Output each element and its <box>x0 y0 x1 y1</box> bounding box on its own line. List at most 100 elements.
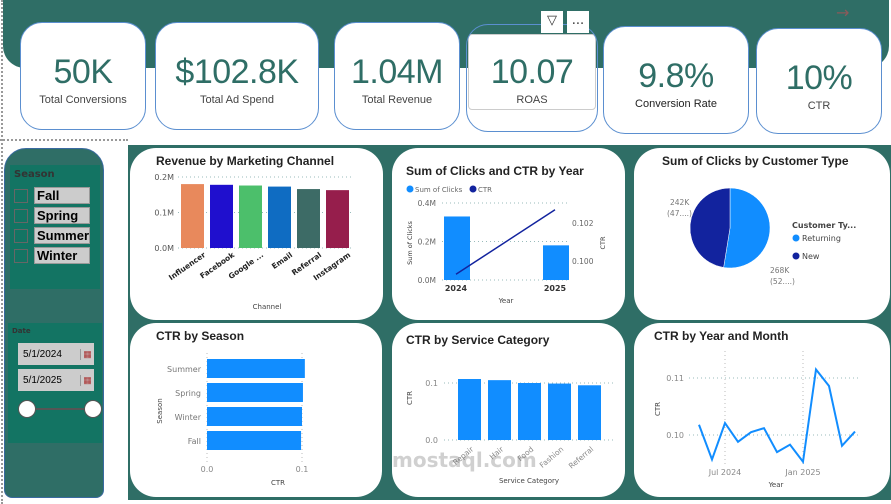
season-option-winter[interactable]: Winter <box>14 247 96 264</box>
end-date-input[interactable]: 5/1/2025 ▦ <box>18 369 94 391</box>
option-label: Summer <box>34 227 90 244</box>
start-date-input[interactable]: 5/1/2024 ▦ <box>18 343 94 365</box>
y2-tick-label: 0.102 <box>572 219 594 228</box>
y-axis-title: CTR <box>406 391 414 405</box>
bar <box>239 185 262 248</box>
y-axis-title: Season <box>156 398 164 423</box>
kpi-value: 10.07 <box>490 53 574 91</box>
bar <box>207 359 305 378</box>
y-tick-label: 0.0M <box>418 276 436 285</box>
chart-title: Revenue by Marketing Channel <box>156 154 335 168</box>
x-axis-title: Channel <box>253 303 282 311</box>
legend-label: Returning <box>802 234 841 243</box>
calendar-icon[interactable]: ▦ <box>80 348 94 360</box>
chart-title: Sum of Clicks and CTR by Year <box>406 164 584 178</box>
y-tick-label: 0.1M <box>154 209 174 218</box>
bar <box>444 216 470 280</box>
y2-axis-title: CTR <box>599 236 607 250</box>
date-range-slider[interactable] <box>18 399 102 419</box>
y-tick-label: 0.2M <box>418 238 436 247</box>
end-date: 5/1/2025 <box>23 374 62 386</box>
kpi-value: 50K <box>53 53 114 91</box>
data-label: (52....) <box>770 277 795 286</box>
legend-title: Customer Ty... <box>792 221 856 230</box>
option-label: Spring <box>34 207 90 224</box>
kpi-roas[interactable]: 10.07 ROAS <box>468 34 596 110</box>
legend-label: New <box>802 252 820 261</box>
y-tick-label: 0.1 <box>425 379 438 388</box>
kpi-total-revenue[interactable]: 1.04M Total Revenue <box>334 22 460 130</box>
checkbox[interactable] <box>14 208 28 223</box>
chart-title: CTR by Season <box>156 329 245 343</box>
kpi-label: Total Conversions <box>39 94 127 106</box>
chart-ctr-by-season[interactable]: CTR by Season Summer Spring Winter Fall 0.0 0.… <box>130 323 382 497</box>
chart-clicks-by-customer-type[interactable]: Sum of Clicks by Customer Type 268K (52...… <box>634 148 890 320</box>
x-axis-title: Year <box>498 297 514 305</box>
y-tick-label: Fall <box>188 437 201 446</box>
y2-tick-label: 0.100 <box>572 257 594 266</box>
kpi-total-ad-spend[interactable]: $102.8K Total Ad Spend <box>155 22 319 130</box>
chart-ctr-by-year-month[interactable]: CTR by Year and Month 0.10 0.11 Jul 2024 Jan… <box>634 323 890 497</box>
start-date: 5/1/2024 <box>23 348 62 360</box>
season-option-summer[interactable]: Summer <box>14 227 96 244</box>
kpi-label: Total Ad Spend <box>199 94 274 106</box>
data-label: 242K <box>670 198 690 207</box>
x-tick-label: Jan 2025 <box>784 468 820 477</box>
pie-slice <box>723 187 771 269</box>
option-label: Winter <box>34 247 90 264</box>
season-option-fall[interactable]: Fall <box>14 187 96 204</box>
chart-ctr-by-service-category[interactable]: CTR by Service Category 0.0 0.1 Repair Hair F… <box>392 323 625 497</box>
x-tick-label: 2025 <box>544 284 567 293</box>
divider <box>0 139 128 141</box>
checkbox[interactable] <box>14 188 28 203</box>
chart-title: Sum of Clicks by Customer Type <box>662 154 849 168</box>
kpi-total-conversions[interactable]: 50K Total Conversions <box>20 22 146 130</box>
chart-clicks-ctr-by-year[interactable]: Sum of Clicks and CTR by Year Sum of Clic… <box>392 148 625 320</box>
kpi-value: $102.8K <box>175 53 299 91</box>
slicer-title: Season <box>14 169 55 180</box>
chart-revenue-by-channel[interactable]: Revenue by Marketing Channel 0.0M 0.1M 0.2M… <box>130 148 383 320</box>
y-tick-label: Winter <box>175 413 202 422</box>
x-axis-title: Year <box>768 481 784 489</box>
bar <box>207 407 302 426</box>
bar <box>268 186 291 248</box>
kpi-label: Conversion Rate <box>635 98 717 110</box>
season-slicer: Season Fall Spring Summer Winter <box>10 165 100 289</box>
kpi-conversion-rate[interactable]: 9.8% Conversion Rate <box>603 26 749 134</box>
filter-icon[interactable]: ▽ <box>541 11 563 33</box>
watermark: mostaql.com <box>392 448 537 472</box>
more-options-icon[interactable]: ... <box>567 11 589 33</box>
legend-label: Sum of Clicks <box>415 186 463 194</box>
x-tick-label: Email <box>270 250 294 271</box>
kpi-label: CTR <box>807 100 831 112</box>
legend-marker <box>469 185 477 193</box>
arrow-right-icon[interactable]: → <box>836 3 850 22</box>
date-slicer: Date 5/1/2024 ▦ 5/1/2025 ▦ <box>8 323 102 443</box>
x-tick-label: 0.1 <box>296 465 309 474</box>
y-tick-label: 0.0 <box>425 436 438 445</box>
x-tick-label: Referral <box>567 445 595 471</box>
y-axis-title: Sum of Clicks <box>406 220 414 264</box>
slider-handle-end[interactable] <box>84 400 102 418</box>
bar <box>543 245 569 280</box>
season-option-spring[interactable]: Spring <box>14 207 96 224</box>
kpi-ctr[interactable]: 10% CTR <box>756 28 882 134</box>
checkbox[interactable] <box>14 228 28 243</box>
slicer-panel: Season Fall Spring Summer Winter Date 5/… <box>4 148 104 498</box>
ctr-line <box>698 366 856 465</box>
bar <box>548 383 571 440</box>
legend-marker <box>792 252 800 260</box>
chart-svg: Sum of Clicks CTR 0.0M 0.2M 0.4M 2024 2025 0.10… <box>406 185 607 305</box>
chart-title: CTR by Service Category <box>406 333 550 347</box>
kpi-label: Total Revenue <box>361 94 433 106</box>
ctr-line <box>455 209 556 275</box>
calendar-icon[interactable]: ▦ <box>80 374 94 386</box>
y-tick-label: 0.0M <box>154 244 174 253</box>
slider-handle-start[interactable] <box>18 400 36 418</box>
y-tick-label: 0.4M <box>418 199 436 208</box>
chart-title: CTR by Year and Month <box>654 329 789 343</box>
y-tick-label: 0.10 <box>666 431 684 440</box>
checkbox[interactable] <box>14 248 28 263</box>
